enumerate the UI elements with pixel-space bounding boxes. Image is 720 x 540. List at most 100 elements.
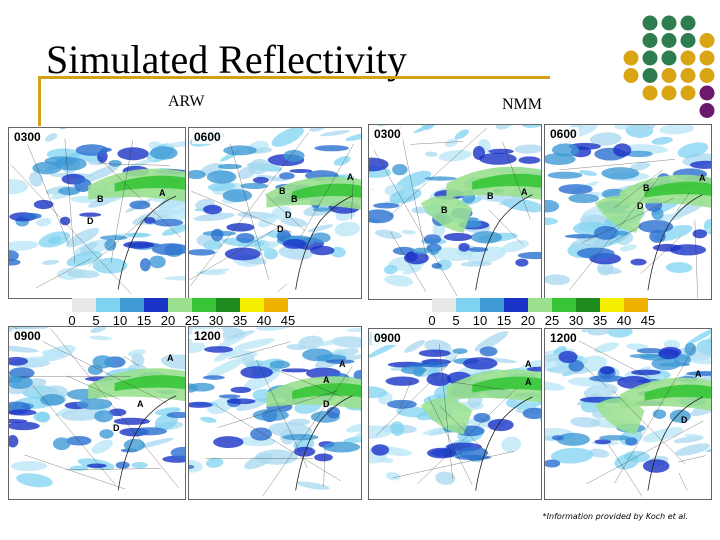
map-feature xyxy=(345,132,361,141)
map-feature xyxy=(153,218,184,227)
map-feature xyxy=(373,150,458,297)
map-feature xyxy=(36,258,92,288)
map-feature xyxy=(629,162,651,171)
map-feature xyxy=(65,227,100,248)
map-feature xyxy=(9,421,40,431)
map-feature xyxy=(438,343,453,480)
map-feature xyxy=(684,433,704,439)
map-feature xyxy=(189,464,195,469)
reflectivity-map xyxy=(545,329,711,497)
map-feature xyxy=(613,143,632,157)
map-feature xyxy=(587,329,630,336)
map-feature xyxy=(108,159,122,167)
panel-time-label: 0900 xyxy=(12,329,43,343)
map-feature xyxy=(207,397,234,415)
map-feature xyxy=(300,143,354,238)
map-feature xyxy=(423,234,442,245)
map-marker: A xyxy=(167,353,174,363)
source-credit: *Information provided by Koch et al. xyxy=(542,512,688,521)
map-feature xyxy=(24,454,126,490)
map-feature xyxy=(412,247,430,255)
map-feature xyxy=(75,144,109,156)
map-feature xyxy=(686,371,711,376)
map-feature xyxy=(205,457,224,468)
map-feature xyxy=(473,412,491,423)
map-feature xyxy=(594,439,612,445)
map-feature xyxy=(369,157,389,172)
map-feature xyxy=(525,204,541,213)
decorative-dot xyxy=(699,103,715,118)
map-feature xyxy=(268,366,344,398)
colorbar-arw: 0 5 10 15 20 25 30 35 40 45 xyxy=(60,298,300,328)
map-feature xyxy=(625,150,653,158)
map-feature xyxy=(552,435,564,441)
map-feature xyxy=(420,195,473,233)
map-feature xyxy=(11,164,132,295)
map-feature xyxy=(619,244,637,252)
panel-time-label: 0300 xyxy=(12,130,43,144)
map-feature xyxy=(9,240,39,252)
map-feature xyxy=(279,172,295,180)
colorbar-swatch xyxy=(72,298,96,312)
map-feature xyxy=(373,202,400,209)
map-feature xyxy=(161,128,185,130)
map-feature xyxy=(392,451,515,479)
nmm-label: NMM xyxy=(502,96,543,113)
map-feature xyxy=(226,223,255,232)
map-marker: B xyxy=(487,191,494,201)
colorbar-swatches xyxy=(60,298,288,312)
map-feature xyxy=(472,376,541,393)
map-feature xyxy=(677,455,706,463)
map-feature xyxy=(9,258,21,266)
map-feature xyxy=(250,147,273,154)
colorbar-swatch xyxy=(576,298,600,312)
map-feature xyxy=(413,125,445,134)
reflectivity-map xyxy=(189,128,361,293)
map-feature xyxy=(575,355,608,373)
map-feature xyxy=(601,167,640,180)
map-feature xyxy=(99,429,114,439)
colorbar-tick: 45 xyxy=(280,313,296,328)
map-marker: A xyxy=(525,359,532,369)
map-feature xyxy=(675,443,710,456)
map-feature xyxy=(67,269,100,279)
map-feature xyxy=(262,365,353,497)
map-marker: A xyxy=(699,173,706,183)
map-feature xyxy=(399,126,427,259)
map-feature xyxy=(558,350,578,363)
map-feature xyxy=(379,457,394,464)
map-feature xyxy=(517,251,541,260)
colorbar-tick: 20 xyxy=(520,313,536,328)
map-marker: D xyxy=(681,415,688,425)
map-feature xyxy=(189,327,224,335)
map-feature xyxy=(32,161,62,175)
map-feature xyxy=(518,156,541,164)
map-feature xyxy=(385,376,420,386)
colorbar-swatch xyxy=(240,298,264,312)
map-feature xyxy=(222,189,253,203)
map-feature xyxy=(256,174,287,182)
map-feature xyxy=(282,239,307,249)
map-feature xyxy=(223,145,257,156)
map-feature xyxy=(612,390,686,465)
map-feature xyxy=(625,437,638,446)
map-feature xyxy=(392,163,408,176)
map-feature xyxy=(320,130,351,137)
map-feature xyxy=(568,193,600,204)
colorbar-tick: 40 xyxy=(256,313,272,328)
map-feature xyxy=(566,334,651,379)
map-feature xyxy=(428,397,473,486)
map-feature xyxy=(193,212,235,222)
map-feature xyxy=(569,178,659,291)
map-feature xyxy=(443,232,473,242)
map-feature xyxy=(581,197,674,244)
map-feature xyxy=(676,192,691,211)
colorbar-swatch xyxy=(480,298,504,312)
map-feature xyxy=(579,170,598,176)
panel-time-label: 1200 xyxy=(192,329,223,343)
colorbar-tick: 40 xyxy=(616,313,632,328)
map-feature xyxy=(577,247,615,259)
colorbar-tick: 15 xyxy=(496,313,512,328)
map-feature xyxy=(200,270,226,276)
map-feature xyxy=(269,360,291,369)
